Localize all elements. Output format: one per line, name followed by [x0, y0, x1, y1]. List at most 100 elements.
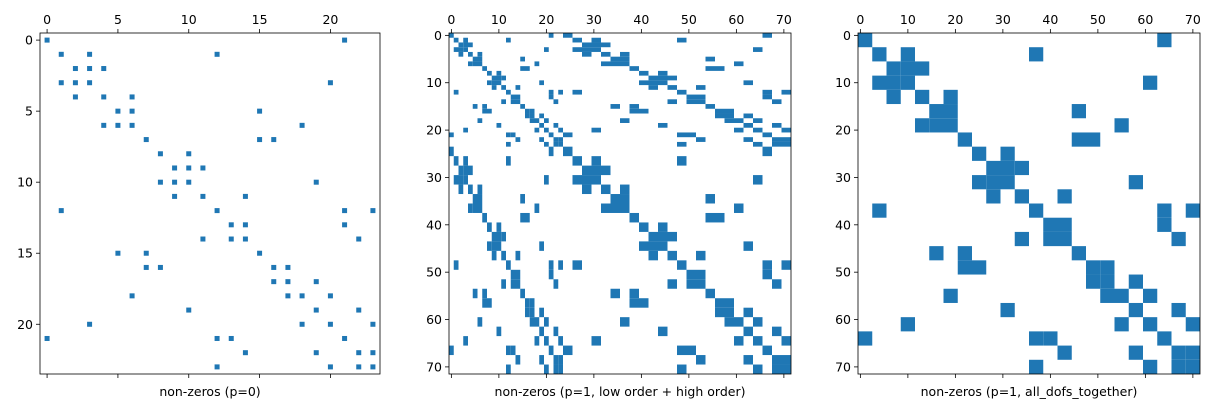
nonzero-cell: [299, 122, 305, 128]
nonzero-cell: [525, 298, 530, 308]
nonzero-cell: [510, 269, 516, 280]
nonzero-cell: [44, 335, 50, 341]
nonzero-cell: [463, 165, 468, 176]
nonzero-cell: [491, 231, 497, 242]
nonzero-cell: [696, 269, 706, 280]
y-tick-label: 40: [835, 217, 851, 232]
nonzero-cell: [753, 47, 763, 52]
nonzero-cell: [629, 212, 639, 223]
nonzero-cell: [743, 307, 753, 318]
nonzero-cell: [548, 94, 554, 100]
nonzero-cell: [753, 317, 763, 327]
nonzero-cell: [87, 66, 93, 72]
nonzero-cell: [658, 80, 668, 86]
nonzero-cell: [762, 146, 772, 157]
y-tick-label: 0: [25, 33, 33, 48]
x-tick-label: 0: [856, 12, 864, 27]
nonzero-cell: [544, 47, 549, 52]
nonzero-cell: [558, 336, 563, 346]
nonzero-cell: [548, 269, 554, 280]
nonzero-cell: [1057, 345, 1072, 360]
nonzero-cell: [548, 132, 554, 138]
nonzero-cell: [558, 141, 563, 147]
nonzero-cell: [313, 279, 319, 285]
nonzero-cell: [1086, 274, 1101, 289]
nonzero-cell: [1143, 359, 1158, 374]
nonzero-cell: [986, 160, 1001, 176]
nonzero-cell: [534, 317, 540, 327]
y-tick-label: 40: [426, 217, 442, 232]
nonzero-cell: [610, 288, 620, 299]
nonzero-cell: [186, 151, 192, 157]
nonzero-cell: [529, 108, 535, 114]
nonzero-cell: [563, 345, 573, 356]
nonzero-cell: [458, 175, 464, 185]
nonzero-cell: [658, 75, 668, 81]
nonzero-cell: [487, 298, 492, 308]
nonzero-cell: [548, 345, 554, 356]
nonzero-cell: [510, 345, 516, 356]
nonzero-cell: [449, 146, 454, 157]
nonzero-cell: [482, 108, 487, 114]
nonzero-cell: [1100, 274, 1115, 289]
nonzero-cell: [115, 250, 121, 256]
nonzero-cell: [734, 118, 744, 123]
nonzero-cell: [544, 336, 549, 346]
nonzero-cell: [734, 203, 744, 213]
nonzero-cell: [553, 99, 559, 105]
nonzero-cell: [743, 355, 753, 365]
nonzero-cell: [520, 104, 525, 109]
nonzero-cell: [482, 104, 487, 109]
nonzero-cell: [449, 132, 454, 138]
nonzero-cell: [539, 307, 544, 318]
nonzero-cell: [667, 85, 677, 90]
nonzero-cell: [724, 108, 734, 114]
nonzero-cell: [58, 208, 64, 214]
nonzero-cell: [506, 132, 511, 138]
nonzero-cell: [87, 80, 93, 86]
nonzero-cell: [686, 99, 696, 105]
nonzero-cell: [72, 66, 78, 72]
nonzero-cell: [356, 350, 362, 356]
nonzero-cell: [520, 288, 525, 299]
nonzero-cell: [327, 293, 333, 299]
nonzero-cell: [242, 236, 248, 242]
nonzero-cell: [957, 132, 972, 147]
nonzero-cell: [157, 179, 163, 185]
nonzero-cell: [610, 104, 620, 109]
nonzero-cell: [1128, 345, 1143, 360]
nonzero-cell: [724, 298, 734, 308]
nonzero-cell: [186, 165, 192, 171]
nonzero-cell: [510, 279, 516, 289]
nonzero-cell: [872, 75, 887, 90]
nonzero-cell: [781, 127, 791, 133]
nonzero-cell: [563, 132, 573, 138]
nonzero-cell: [544, 175, 549, 185]
nonzero-cell: [972, 146, 987, 161]
nonzero-cell: [506, 89, 511, 95]
nonzero-cell: [487, 241, 492, 251]
nonzero-cell: [491, 75, 497, 81]
nonzero-cell: [677, 260, 687, 270]
nonzero-cell: [696, 99, 706, 105]
nonzero-cell: [929, 104, 944, 119]
nonzero-cell: [558, 355, 563, 365]
nonzero-cell: [548, 260, 554, 270]
nonzero-cell: [271, 137, 277, 143]
nonzero-cell: [629, 108, 639, 114]
nonzero-cell: [705, 56, 715, 62]
nonzero-cell: [648, 75, 658, 81]
nonzero-cell: [1171, 359, 1186, 374]
nonzero-cell: [1114, 118, 1129, 133]
nonzero-cell: [858, 331, 873, 346]
nonzero-cell: [487, 80, 492, 86]
x-tick-label: 40: [633, 12, 649, 27]
nonzero-cell: [724, 118, 734, 123]
nonzero-cell: [496, 222, 502, 232]
nonzero-cell: [496, 326, 502, 337]
nonzero-cell: [477, 118, 483, 123]
nonzero-cell: [515, 355, 521, 365]
nonzero-cell: [313, 179, 319, 185]
nonzero-cell: [648, 85, 658, 90]
nonzero-cell: [487, 222, 492, 232]
